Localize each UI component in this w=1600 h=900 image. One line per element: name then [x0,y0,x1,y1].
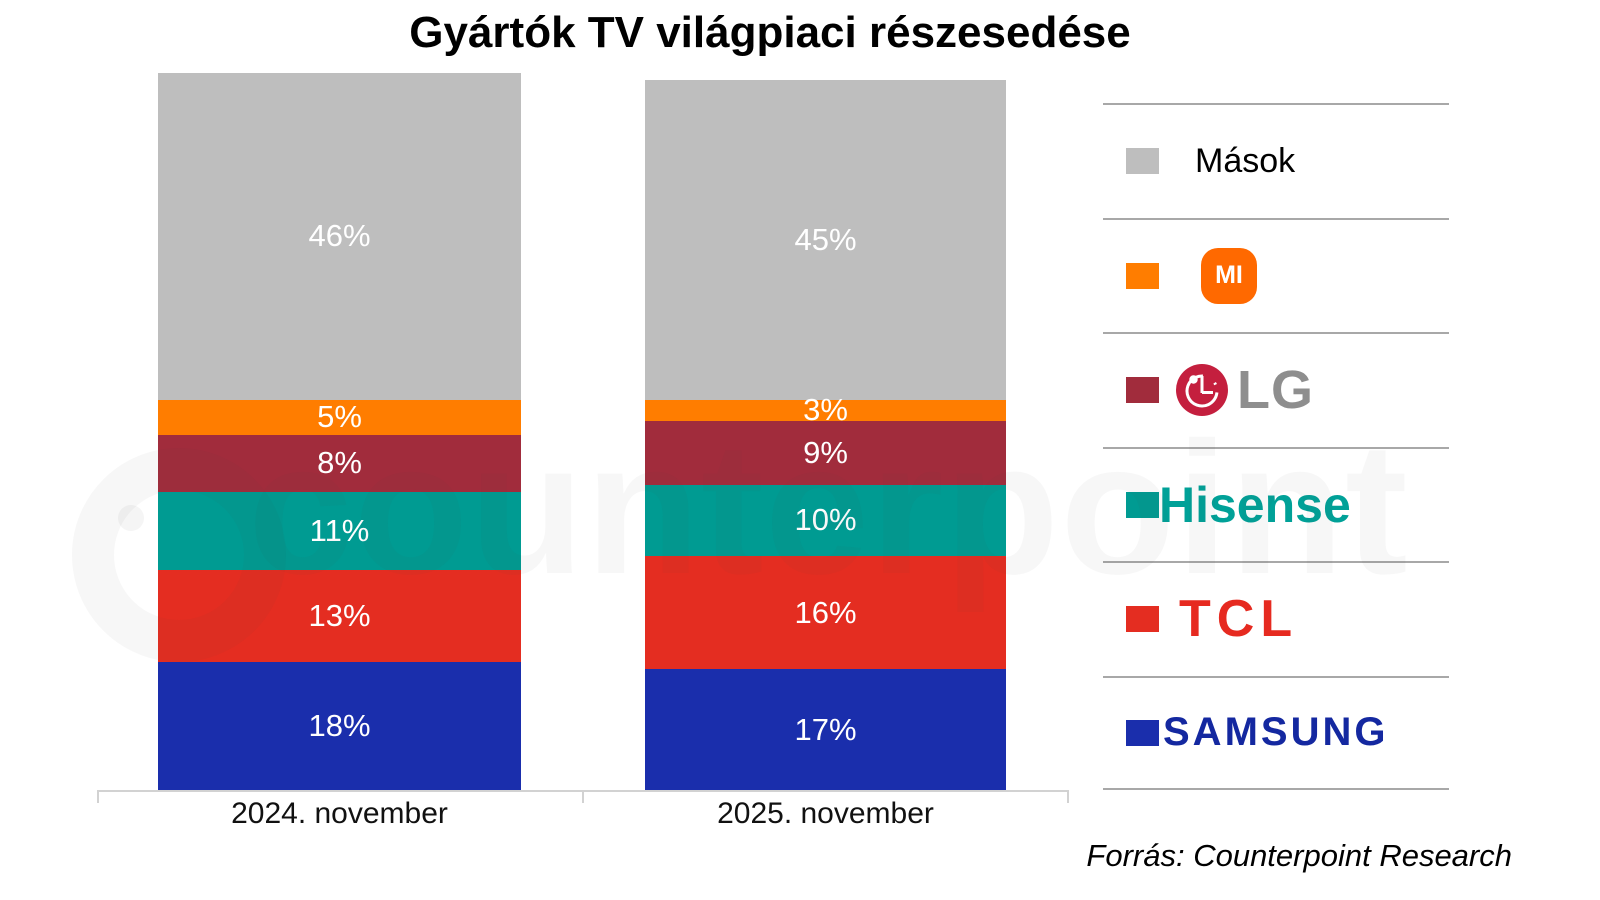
bar-segment-hisense: 11% [158,491,521,570]
legend-swatch-tcl [1126,606,1159,633]
legend-swatch-mi [1126,262,1159,289]
bar-segment-samsung: 17% [645,669,1006,790]
xiaomi-logo: MI [1201,247,1257,304]
legend-swatch-samsung [1126,719,1159,746]
category-label: 2024. november [231,797,448,830]
bar-segment-mi: 3% [645,394,1006,425]
legend-row-lg: LG [1103,332,1449,447]
category-label: 2025. november [717,797,934,830]
lg-face-icon [1176,364,1228,417]
legend-row-hisense: Hisense [1103,446,1449,562]
legend-row-mi: MI [1103,217,1449,333]
stacked-bar-2024-november: 46% 5% 8% 11% 13% 18% [158,72,521,790]
lg-logo: LG [1175,359,1314,421]
bar-segment-tcl: 13% [158,569,521,663]
stacked-bar-2025-november: 45% 3% 9% 10% 16% 17% [645,80,1006,790]
source-credit: Forrás: Counterpoint Research [1086,838,1512,873]
x-axis-tick [97,790,99,803]
lg-wordmark: LG [1237,360,1314,421]
samsung-wordmark: SAMSUNG [1163,710,1389,755]
bar-segment-mások: 45% [645,80,1006,400]
legend-swatch-hisense [1126,491,1159,518]
legend-swatch-masok [1126,148,1159,175]
bar-segment-mások: 46% [158,72,521,400]
bar-segment-lg: 8% [158,435,521,492]
x-axis-tick [582,790,584,803]
hisense-wordmark: Hisense [1159,476,1351,533]
legend: Mások MI LG Hisense TCL SAMSUNG [1103,103,1449,790]
legend-row-samsung: SAMSUNG [1103,675,1449,790]
legend-label-masok: Mások [1195,141,1296,180]
bar-segment-tcl: 16% [645,555,1006,670]
chart-title: Gyártók TV világpiaci részesedése [409,8,1131,57]
watermark-dot-icon [118,505,144,531]
tcl-wordmark: TCL [1179,590,1299,649]
bar-segment-mi: 5% [158,399,521,436]
legend-row-masok: Mások [1103,103,1449,218]
bar-segment-hisense: 10% [645,484,1006,556]
legend-row-tcl: TCL [1103,561,1449,676]
legend-swatch-lg [1126,377,1159,404]
x-axis-tick [1067,790,1069,803]
bar-segment-lg: 9% [645,420,1006,485]
bar-segment-samsung: 18% [158,662,521,790]
